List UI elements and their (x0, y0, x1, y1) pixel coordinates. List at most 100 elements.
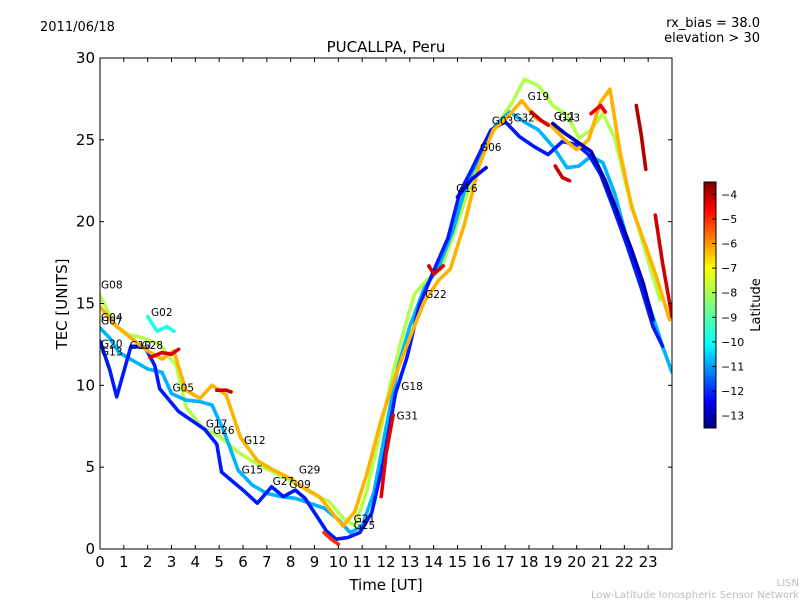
x-axis-label: Time [UT] (348, 576, 422, 594)
x-tick-label: 19 (543, 553, 562, 571)
chart-title: PUCALLPA, Peru (327, 38, 446, 56)
tec-series-H (379, 413, 395, 499)
colorbar-tick-label: −11 (721, 361, 744, 374)
x-tick-label: 22 (615, 553, 634, 571)
tec-series-G (322, 530, 341, 546)
x-tick-label: 11 (353, 553, 372, 571)
y-axis: 0 5 10 15 20 25 30 (76, 49, 672, 558)
colorbar-tick-label: −5 (721, 213, 737, 226)
tec-series-D (100, 87, 672, 528)
y-tick-label: 20 (76, 213, 95, 231)
colorbar-tick-label: −9 (721, 311, 737, 324)
prn-label-G02: G02 (151, 307, 173, 319)
x-tick-label: 17 (496, 553, 515, 571)
colorbar-label: Latitude (749, 278, 764, 332)
prn-label-G20: G20 (101, 338, 123, 350)
x-tick-label: 20 (567, 553, 586, 571)
x-tick-label: 7 (262, 553, 272, 571)
x-tick-label: 8 (286, 553, 296, 571)
colorbar-tick-label: −7 (721, 262, 737, 275)
y-tick-label: 30 (76, 49, 95, 67)
footer-lisn: LISN (777, 578, 799, 589)
prn-label-G23: G23 (559, 112, 581, 124)
tec-series-Q (551, 121, 655, 322)
prn-label-G26: G26 (213, 425, 235, 437)
prn-label-G13: G13 (101, 347, 123, 359)
prn-label-G31: G31 (397, 410, 419, 422)
colorbar-axis: −4 −5 −6 −7 −8 −9 −10 −11 −12 −13 (712, 188, 744, 423)
prn-label-G32: G32 (513, 112, 535, 124)
prn-label-G06: G06 (480, 142, 502, 154)
x-tick-label: 23 (639, 553, 658, 571)
footer-network: Low-Latitude Ionospheric Sensor Network (591, 590, 799, 600)
tec-series-C (100, 120, 665, 541)
series-layer (100, 77, 672, 546)
prn-label-G19: G19 (528, 91, 550, 103)
x-axis: 0 1 2 3 4 5 6 7 8 9 10 11 12 13 14 15 16 17 18 19 20 21 22 23 (95, 58, 658, 571)
x-tick-label: 1 (119, 553, 129, 571)
prn-label-G25: G25 (354, 520, 376, 532)
y-tick-label: 5 (85, 458, 95, 476)
prn-label-G22: G22 (425, 289, 447, 301)
y-tick-label: 25 (76, 131, 95, 149)
colorbar-tick-label: −13 (721, 410, 744, 423)
tec-series-E (148, 347, 181, 360)
colorbar-tick-label: −8 (721, 287, 737, 300)
tec-series-A (100, 77, 662, 528)
prn-label-G29: G29 (299, 464, 321, 476)
colorbar-tick-label: −4 (721, 188, 737, 201)
prn-label-G08: G08 (101, 279, 123, 291)
tec-series-O (145, 314, 176, 334)
x-tick-label: 12 (376, 553, 395, 571)
x-tick-label: 10 (329, 553, 348, 571)
tec-series-I (427, 264, 445, 276)
x-tick-label: 15 (448, 553, 467, 571)
prn-label-G07: G07 (101, 315, 123, 327)
x-tick-label: 9 (310, 553, 320, 571)
x-tick-label: 16 (472, 553, 491, 571)
colorbar-tick-label: −10 (721, 336, 744, 349)
prn-label-G15: G15 (242, 464, 264, 476)
rx-bias-label: rx_bias = 38.0 (666, 16, 760, 31)
prn-label-G10: G10 (130, 340, 152, 352)
elevation-label: elevation > 30 (664, 31, 760, 46)
prn-label-G04: G04 (101, 312, 123, 324)
y-tick-label: 15 (76, 295, 95, 313)
prn-label-G17: G17 (206, 419, 228, 431)
tec-series-N (653, 213, 672, 319)
colorbar-tick-label: −6 (721, 238, 737, 251)
y-tick-label: 0 (85, 540, 95, 558)
tec-series-B (100, 110, 672, 535)
prn-label-G12: G12 (244, 435, 266, 447)
tec-series-J (529, 110, 550, 127)
x-tick-label: 18 (519, 553, 538, 571)
prn-label-G21: G21 (354, 513, 376, 525)
x-tick-label: 4 (191, 553, 201, 571)
prn-label-G03: G03 (492, 116, 514, 128)
tec-series-P (455, 165, 488, 199)
x-tick-label: 6 (238, 553, 248, 571)
tec-series-F (215, 388, 233, 394)
colorbar-tick-label: −12 (721, 385, 744, 398)
prn-label-G28: G28 (142, 340, 164, 352)
x-tick-label: 3 (167, 553, 177, 571)
prn-label-G11: G11 (554, 111, 576, 123)
prn-label-G05: G05 (173, 383, 195, 395)
x-tick-label: 21 (591, 553, 610, 571)
prn-label-G16: G16 (456, 183, 478, 195)
x-tick-label: 2 (143, 553, 153, 571)
prn-label-G18: G18 (401, 381, 423, 393)
tec-series-K (553, 164, 572, 183)
x-tick-label: 13 (400, 553, 419, 571)
tec-series-M (634, 103, 648, 172)
y-tick-label: 10 (76, 376, 95, 394)
x-tick-label: 14 (424, 553, 443, 571)
prn-label-G09: G09 (289, 479, 311, 491)
date-label: 2011/06/18 (40, 20, 115, 35)
x-tick-label: 5 (214, 553, 224, 571)
y-axis-label: TEC [UNITS] (53, 259, 71, 351)
prn-label-G27: G27 (273, 476, 295, 488)
tec-series-L (589, 103, 608, 116)
